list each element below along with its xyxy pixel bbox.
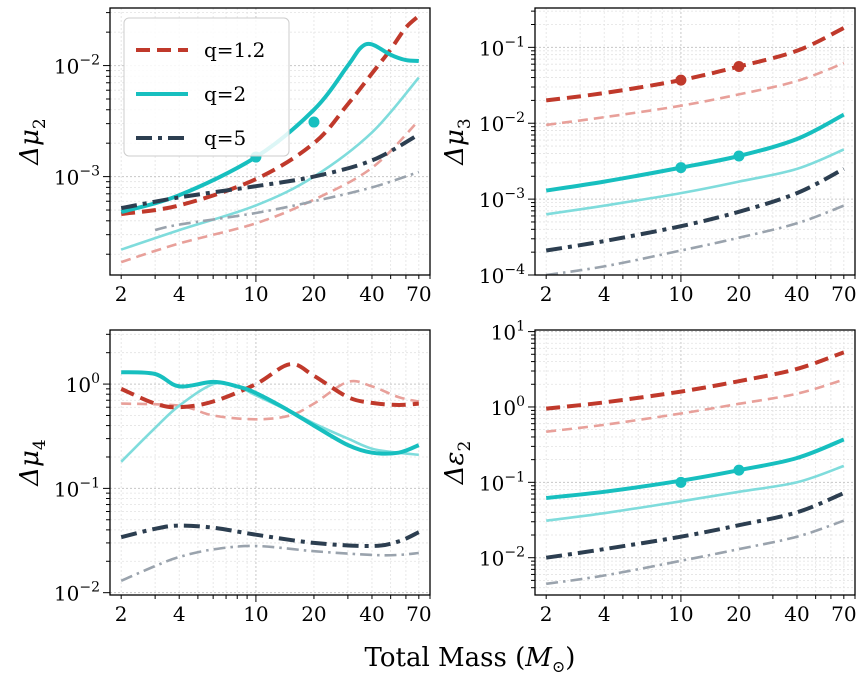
series-line-q2-bold	[120, 41, 419, 214]
x-tick-label: 40	[784, 282, 809, 306]
series-line-q5-bold	[545, 167, 845, 253]
y-axis-label: Δμ3	[440, 118, 475, 166]
axes-frame	[534, 7, 856, 276]
y-tick-label: 100	[66, 371, 100, 397]
series-line-q12-bold	[120, 14, 421, 217]
series-line-q12-light	[546, 378, 845, 433]
data-point-q2	[733, 150, 745, 162]
series-line-q2-bold	[545, 437, 845, 500]
series-line-q5-bold	[120, 523, 420, 549]
y-tick-label: 10−2	[54, 53, 100, 79]
panel-top-right: 2 4 10 20 40 70 10−4 10−3 10−2 10−1 Δμ3	[440, 7, 857, 306]
x-tick-label: 70	[406, 282, 431, 306]
series-line-q2-light	[120, 381, 419, 463]
y-axis-label: Δμ4	[15, 439, 50, 487]
y-tick-label: 10−1	[479, 469, 525, 495]
x-tick-label: 10	[243, 282, 268, 306]
y-tick-label: 10−4	[479, 262, 525, 288]
y-tick-label: 10−3	[54, 164, 100, 190]
x-axis-label: Total Mass (M⊙)	[365, 643, 576, 676]
x-tick-label: 2	[115, 282, 128, 306]
grid	[535, 330, 855, 595]
x-tick-label: 70	[831, 602, 856, 626]
legend-label: q=2	[204, 82, 246, 106]
y-tick-label: 10−2	[479, 545, 525, 571]
series-line-q12-bold	[545, 26, 845, 103]
legend-label: q=5	[204, 126, 246, 150]
x-tick-label: 20	[726, 602, 751, 626]
axes-frame	[109, 7, 431, 276]
series-line-q12-light	[121, 379, 420, 421]
series-group	[545, 350, 845, 586]
x-tick-label: 40	[784, 602, 809, 626]
series-line-q12-light	[546, 61, 845, 127]
series-line-q2-light	[546, 464, 845, 522]
series-line-q2-light	[120, 76, 420, 251]
grid	[110, 330, 430, 595]
data-point-q2	[675, 162, 687, 174]
axes-frame	[109, 329, 431, 596]
series-line-q5-bold	[545, 491, 845, 560]
series-line-q5-bold	[120, 132, 420, 211]
series-line-q12-light	[120, 119, 420, 264]
x-tick-label: 70	[831, 282, 856, 306]
series-group	[120, 14, 421, 264]
series-line-q12-bold	[120, 362, 419, 410]
y-tick-label: 10−2	[479, 110, 525, 136]
x-tick-label: 4	[173, 282, 186, 306]
legend: q=1.2 q=2 q=5	[123, 17, 290, 157]
data-point-q12	[675, 74, 687, 86]
x-tick-label: 70	[406, 602, 431, 626]
grid	[535, 8, 855, 275]
x-tick-label: 40	[359, 282, 384, 306]
x-tick-label: 4	[173, 602, 186, 626]
series-group	[120, 362, 420, 582]
panel-top-left: 2 4 10 20 40 70 10−3 10−2 Δμ2 q=1.2 q=2 q=5	[15, 7, 432, 306]
x-tick-label: 10	[668, 282, 693, 306]
series-line-q2-bold	[121, 370, 420, 456]
panel-bottom-right: 2 4 10 20 40 70 10−2 10−1 100 101 Δε2	[440, 319, 857, 626]
series-group	[545, 26, 845, 275]
series-line-q5-light	[154, 170, 420, 232]
y-tick-label: 100	[491, 394, 525, 420]
x-tick-label: 2	[540, 602, 553, 626]
x-tick-label: 20	[301, 602, 326, 626]
series-line-q2-light	[546, 148, 845, 216]
y-tick-label: 10−3	[479, 186, 525, 212]
legend-label: q=1.2	[204, 38, 265, 62]
y-axis-label: Δε2	[440, 441, 475, 486]
series-line-q5-light	[546, 519, 845, 586]
data-point-q2	[675, 476, 687, 488]
series-line-q5-light	[120, 544, 419, 582]
series-line-q5-light	[546, 204, 845, 275]
x-tick-label: 40	[359, 602, 384, 626]
panel-bottom-left: 2 4 10 20 40 70 10−2 10−1 100 Δμ4	[15, 329, 432, 626]
x-tick-label: 2	[115, 602, 128, 626]
y-tick-label: 101	[491, 319, 525, 345]
series-line-q12-bold	[545, 350, 845, 411]
x-tick-label: 10	[668, 602, 693, 626]
x-tick-label: 4	[598, 602, 611, 626]
x-tick-label: 20	[301, 282, 326, 306]
y-tick-label: 10−2	[54, 580, 100, 606]
data-point-q12	[733, 60, 745, 72]
x-tick-label: 2	[540, 282, 553, 306]
series-line-q2-bold	[545, 112, 845, 193]
legend-box	[123, 17, 290, 157]
x-tick-label: 10	[243, 602, 268, 626]
data-point-q2	[733, 464, 745, 476]
y-tick-label: 10−1	[479, 34, 525, 60]
x-tick-label: 4	[598, 282, 611, 306]
data-point-q2	[308, 116, 320, 128]
y-axis-label: Δμ2	[15, 118, 50, 166]
y-tick-label: 10−1	[54, 475, 100, 501]
axes-frame	[534, 329, 856, 596]
x-tick-label: 20	[726, 282, 751, 306]
